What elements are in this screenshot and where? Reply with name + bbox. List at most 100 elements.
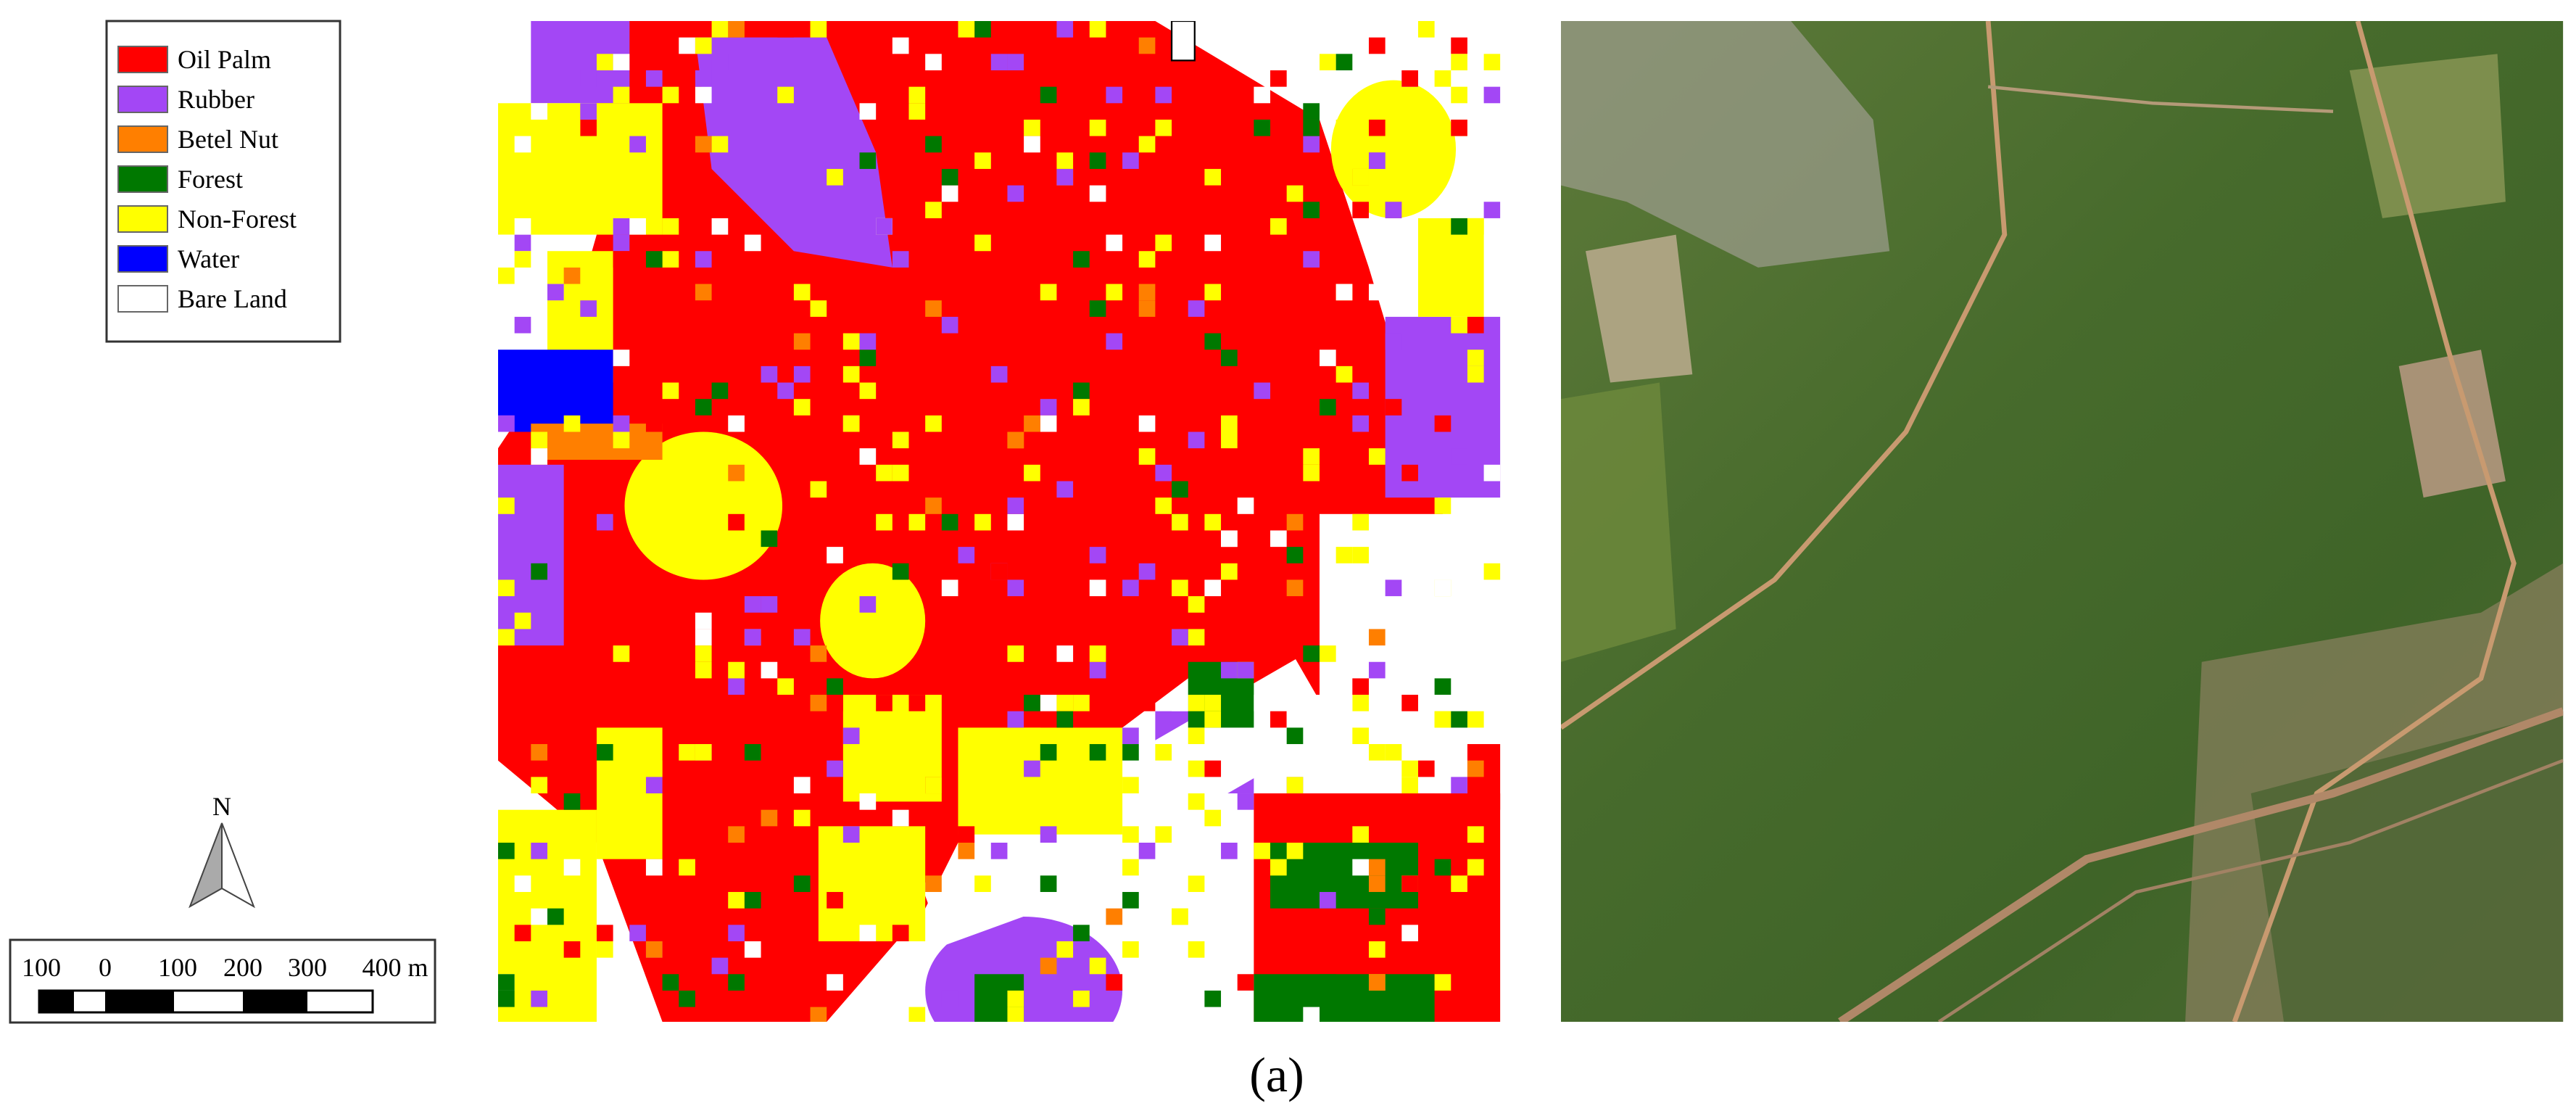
- map-pixel: [531, 152, 547, 169]
- map-pixel: [1303, 448, 1320, 465]
- map-pixel: [925, 497, 942, 514]
- map-pixel: [1089, 957, 1106, 975]
- map-pixel: [1434, 70, 1451, 87]
- map-pixel: [531, 843, 547, 859]
- map-pixel: [941, 990, 958, 1007]
- map-pixel: [1303, 202, 1320, 218]
- map-region: [820, 563, 926, 679]
- north-arrow: N: [189, 792, 255, 909]
- map-pixel: [1401, 464, 1418, 482]
- map-pixel: [662, 251, 679, 268]
- map-pixel: [793, 464, 811, 482]
- map-pixel: [1303, 612, 1320, 629]
- map-pixel: [1188, 695, 1205, 711]
- map-pixel: [1320, 891, 1336, 909]
- map-pixel: [645, 70, 663, 87]
- map-pixel: [498, 974, 515, 991]
- map-pixel: [498, 579, 515, 597]
- map-pixel: [859, 448, 877, 465]
- map-pixel: [859, 908, 877, 925]
- map-pixel: [1401, 875, 1418, 892]
- map-pixel: [1237, 661, 1254, 679]
- map-pixel: [711, 382, 729, 400]
- map-pixel: [1270, 859, 1287, 876]
- map-pixel: [1089, 21, 1106, 38]
- map-pixel: [1089, 152, 1106, 169]
- map-pixel: [1401, 925, 1418, 941]
- scale-bar: 100 0 100 200 300 400 m: [9, 938, 436, 1024]
- map-pixel: [1467, 365, 1484, 383]
- map-pixel: [1204, 513, 1222, 531]
- map-pixel: [908, 103, 926, 120]
- map-pixel: [613, 86, 630, 104]
- map-pixel: [1056, 152, 1074, 169]
- map-pixel: [1237, 497, 1254, 514]
- map-pixel: [777, 86, 794, 104]
- map-pixel: [596, 513, 613, 531]
- map-pixel: [728, 21, 745, 38]
- map-pixel: [514, 875, 531, 892]
- map-pixel: [1073, 990, 1090, 1007]
- map-pixel: [498, 267, 515, 284]
- map-pixel: [1007, 54, 1024, 70]
- map-pixel: [842, 826, 860, 843]
- map-pixel: [596, 744, 613, 761]
- map-pixel: [1155, 86, 1172, 104]
- map-pixel: [1352, 727, 1369, 745]
- map-pixel: [1155, 119, 1172, 136]
- photo-track: [1987, 85, 2334, 113]
- map-pixel: [1056, 481, 1074, 498]
- map-pixel: [1270, 530, 1287, 548]
- map-pixel: [1401, 695, 1418, 711]
- map-pixel: [859, 382, 877, 400]
- map-pixel: [728, 464, 745, 482]
- map-pixel: [1040, 695, 1057, 711]
- map-pixel: [1467, 908, 1484, 925]
- map-pixel: [876, 464, 893, 482]
- map-pixel: [1417, 760, 1435, 777]
- map-pixel: [1254, 695, 1271, 711]
- map-pixel: [1451, 119, 1467, 136]
- map-pixel: [695, 136, 712, 153]
- map-pixel: [810, 695, 827, 711]
- map-pixel: [596, 54, 613, 70]
- map-pixel: [925, 136, 942, 153]
- map-pixel: [498, 1007, 515, 1022]
- map-pixel: [645, 251, 663, 268]
- map-pixel: [859, 103, 877, 120]
- scale-label: 400 m: [362, 953, 428, 982]
- map-pixel: [1122, 579, 1139, 597]
- photo-field: [2349, 54, 2506, 218]
- map-pixel: [1270, 218, 1287, 235]
- aerial-photo: [1561, 21, 2564, 1022]
- map-pixel: [498, 54, 515, 70]
- map-pixel: [695, 399, 712, 416]
- map-pixel: [613, 54, 630, 70]
- map-pixel: [1467, 859, 1484, 876]
- map-pixel: [1237, 974, 1254, 991]
- map-pixel: [1401, 70, 1418, 87]
- map-pixel: [793, 875, 811, 892]
- map-pixel: [1024, 793, 1040, 810]
- map-pixel: [1172, 629, 1188, 646]
- map-pixel: [1467, 350, 1484, 366]
- map-pixel: [1368, 661, 1386, 679]
- legend-label: Oil Palm: [178, 45, 271, 74]
- map-pixel: [761, 809, 778, 827]
- map-pixel: [1040, 415, 1057, 432]
- legend-swatch: [117, 285, 168, 313]
- map-pixel: [1221, 431, 1238, 449]
- map-pixel: [892, 563, 909, 580]
- map-pixel: [1089, 661, 1106, 679]
- classification-map: [498, 21, 1501, 1022]
- map-pixel: [1434, 497, 1451, 514]
- map-pixel: [1451, 316, 1467, 334]
- map-pixel: [744, 744, 761, 761]
- photo-field: [1561, 21, 1890, 268]
- map-pixel: [810, 300, 827, 317]
- map-pixel: [629, 777, 646, 794]
- map-pixel: [1007, 1007, 1024, 1022]
- map-pixel: [1352, 415, 1369, 432]
- map-pixel: [1172, 481, 1188, 498]
- map-pixel: [1221, 530, 1238, 548]
